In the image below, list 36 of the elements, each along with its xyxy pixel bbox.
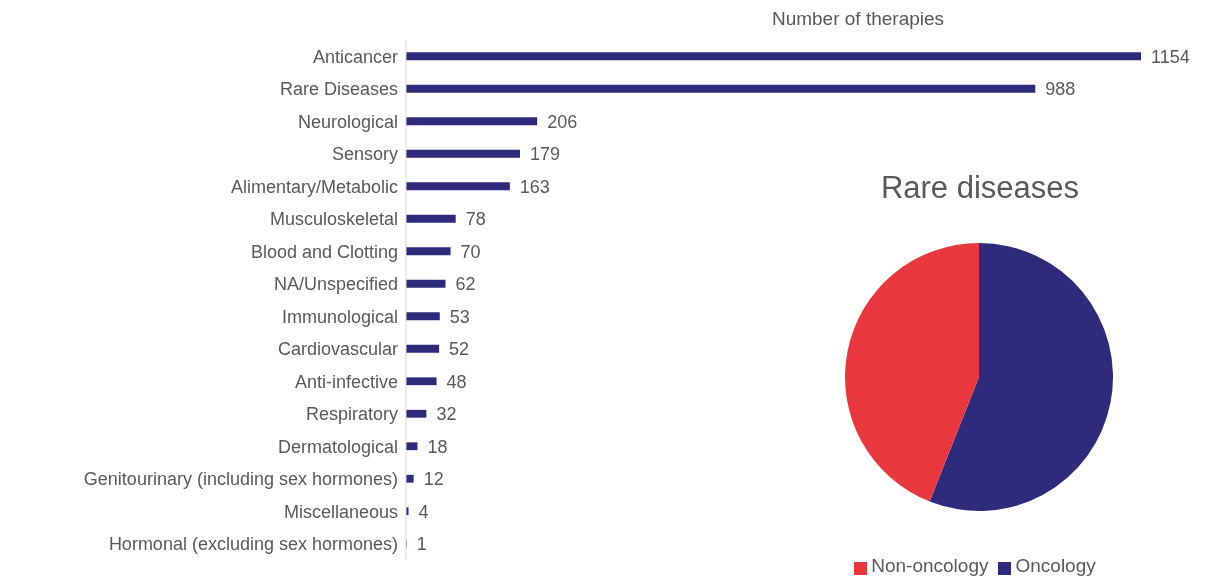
y-tick-label: Respiratory <box>305 404 398 425</box>
y-tick-label: Miscellaneous <box>283 501 398 522</box>
data-label: 12 <box>423 469 444 490</box>
data-label: 53 <box>449 306 470 327</box>
y-tick-label: Anticancer <box>312 46 398 67</box>
data-label: 1154 <box>1151 46 1190 67</box>
data-label: 48 <box>446 371 467 392</box>
data-label: 206 <box>547 111 578 132</box>
y-tick-label: Blood and Clotting <box>250 241 398 262</box>
data-label: 78 <box>465 209 486 230</box>
data-label: 32 <box>436 404 457 425</box>
y-tick-label: Cardiovascular <box>277 339 398 360</box>
y-tick-label: Sensory <box>331 144 398 165</box>
data-label: 988 <box>1045 79 1076 100</box>
y-tick-label: Neurological <box>297 111 398 132</box>
data-label: 179 <box>530 144 561 165</box>
data-label: 62 <box>455 274 476 295</box>
y-tick-label: Alimentary/Metabolic <box>230 176 398 197</box>
y-tick-label: Rare Diseases <box>279 79 398 100</box>
y-tick-label: Genitourinary (including sex hormones) <box>83 469 398 490</box>
y-tick-label: Hormonal (excluding sex hormones) <box>108 534 398 555</box>
data-label: 1 <box>416 534 427 555</box>
legend-label: Non-oncology <box>871 555 989 576</box>
data-label: 70 <box>460 241 481 262</box>
y-tick-label: Musculoskeletal <box>269 209 398 230</box>
data-label: 163 <box>519 176 550 197</box>
y-tick-label: Anti-infective <box>294 371 398 392</box>
chart-title: Rare diseases <box>879 170 1081 206</box>
data-label: 18 <box>427 436 448 457</box>
legend-label: Oncology <box>1015 555 1096 576</box>
y-tick-label: Immunological <box>281 306 398 327</box>
data-label: 4 <box>418 501 429 522</box>
chart-title: Number of therapies <box>770 8 946 30</box>
data-label: 52 <box>449 339 470 360</box>
y-tick-label: NA/Unspecified <box>273 274 398 295</box>
y-tick-label: Dermatological <box>277 436 398 457</box>
